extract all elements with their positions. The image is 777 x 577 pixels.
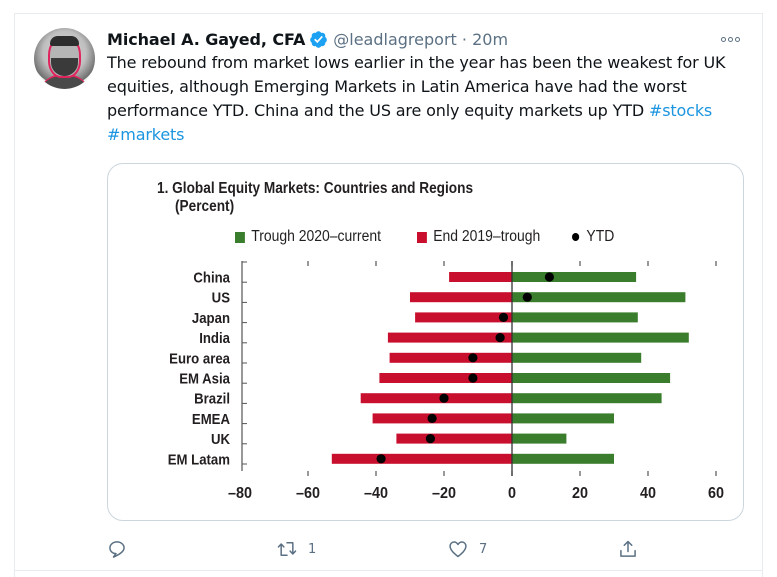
x-tick-label: 0 <box>508 484 516 502</box>
retweet-icon <box>277 542 297 556</box>
category-label: US <box>212 289 230 306</box>
bar-trough2020-current <box>512 332 689 343</box>
legend-swatch-red <box>417 231 428 243</box>
tweet-timestamp[interactable]: 20m <box>472 29 509 49</box>
avatar-hair <box>50 36 79 46</box>
chart-legend: Trough 2020–current End 2019–trough YTD <box>235 228 643 246</box>
legend-item-ytd: YTD <box>572 228 614 246</box>
verified-badge-icon <box>310 30 328 48</box>
ytd-dot <box>468 373 478 383</box>
x-tick-label: –40 <box>364 484 388 502</box>
bar-end2019-trough <box>379 373 512 383</box>
bar-end2019-trough <box>410 292 512 303</box>
separator: · <box>461 29 467 49</box>
bar-end2019-trough <box>360 393 512 404</box>
legend-label: End 2019–trough <box>433 228 541 245</box>
x-tick-label: 40 <box>640 484 656 502</box>
x-tick-label: –20 <box>432 484 456 502</box>
author-handle[interactable]: @leadlagreport · 20m <box>333 30 508 49</box>
ytd-dot <box>498 312 509 322</box>
avatar[interactable] <box>34 28 95 89</box>
timeline-column: Michael A. Gayed, CFA @leadlagreport · 2… <box>14 13 763 577</box>
ytd-dot <box>425 434 435 444</box>
share-button[interactable] <box>618 534 638 564</box>
bar-trough2020-current <box>512 312 638 323</box>
tweet-header: Michael A. Gayed, CFA @leadlagreport · 2… <box>107 28 508 50</box>
category-label: Euro area <box>169 349 230 366</box>
bar-end2019-trough <box>415 312 512 323</box>
ytd-dot <box>468 353 478 363</box>
category-label: India <box>199 329 230 346</box>
bar-trough2020-current <box>512 453 614 464</box>
share-icon <box>620 540 636 557</box>
bar-end2019-trough <box>387 332 512 343</box>
x-tick-label: 60 <box>708 484 724 502</box>
category-label: EMEA <box>192 410 230 427</box>
bar-trough2020-current <box>512 373 671 383</box>
author-name[interactable]: Michael A. Gayed, CFA <box>107 29 306 49</box>
legend-label: Trough 2020–current <box>251 228 381 245</box>
reply-button[interactable] <box>107 534 138 564</box>
retweet-button[interactable]: 1 <box>277 534 316 564</box>
bar-end2019-trough <box>396 433 512 444</box>
ytd-dot <box>439 393 449 403</box>
tweet-media-image[interactable]: 1. Global Equity Markets: Countries and … <box>107 163 744 521</box>
ytd-dot <box>522 292 532 302</box>
legend-label: YTD <box>586 228 615 245</box>
more-horizontal-icon <box>735 36 740 42</box>
category-label: EM Latam <box>168 450 230 467</box>
bar-trough2020-current <box>512 292 686 303</box>
bar-trough2020-current <box>512 352 642 363</box>
ytd-dot <box>544 272 554 282</box>
more-options-button[interactable] <box>721 32 743 46</box>
legend-item-trough: Trough 2020–current <box>235 228 381 246</box>
legend-dot-icon <box>572 233 580 241</box>
heart-icon <box>449 541 467 558</box>
like-button[interactable]: 7 <box>448 534 487 564</box>
chart-subtitle: (Percent) <box>175 198 235 215</box>
category-label: UK <box>211 430 231 447</box>
avatar-beard <box>51 58 78 76</box>
ytd-dot <box>427 413 437 423</box>
bar-chart: China US Japan India Euro area EM Asia Brazil E… <box>168 261 724 502</box>
bar-end2019-trough <box>449 272 512 282</box>
x-tick-label: –80 <box>228 484 252 502</box>
like-count: 7 <box>479 541 488 557</box>
ytd-dot <box>495 333 505 343</box>
category-label: Brazil <box>194 390 230 407</box>
bar-trough2020-current <box>512 433 567 444</box>
hashtag-link[interactable]: #stocks <box>648 101 713 120</box>
handle-text: @leadlagreport <box>333 29 457 49</box>
legend-swatch-green <box>235 231 245 243</box>
legend-item-end2019: End 2019–trough <box>417 228 540 246</box>
category-label: Japan <box>192 309 230 326</box>
bar-trough2020-current <box>512 413 614 424</box>
chart-title: 1. Global Equity Markets: Countries and … <box>157 180 474 197</box>
bar-trough2020-current <box>512 393 662 404</box>
ytd-dot <box>376 454 386 464</box>
hashtag-link[interactable]: #markets <box>107 125 185 144</box>
more-horizontal-icon <box>728 36 733 42</box>
tweet-text-body: The rebound from market lows earlier in … <box>107 53 726 120</box>
bar-trough2020-current <box>512 272 637 282</box>
bar-end2019-trough <box>331 453 512 464</box>
x-tick-label: –60 <box>296 484 320 502</box>
tweet-text: The rebound from market lows earlier in … <box>107 51 747 147</box>
retweet-count: 1 <box>308 541 317 557</box>
more-horizontal-icon <box>721 36 726 42</box>
bar-end2019-trough <box>372 413 512 424</box>
tweet[interactable]: Michael A. Gayed, CFA @leadlagreport · 2… <box>15 14 762 571</box>
reply-icon <box>109 541 125 558</box>
tweet-actions: 1 7 <box>107 534 747 564</box>
category-label: China <box>193 269 230 286</box>
x-tick-label: 20 <box>572 484 588 502</box>
category-label: EM Asia <box>179 370 230 387</box>
bar-end2019-trough <box>389 352 512 363</box>
